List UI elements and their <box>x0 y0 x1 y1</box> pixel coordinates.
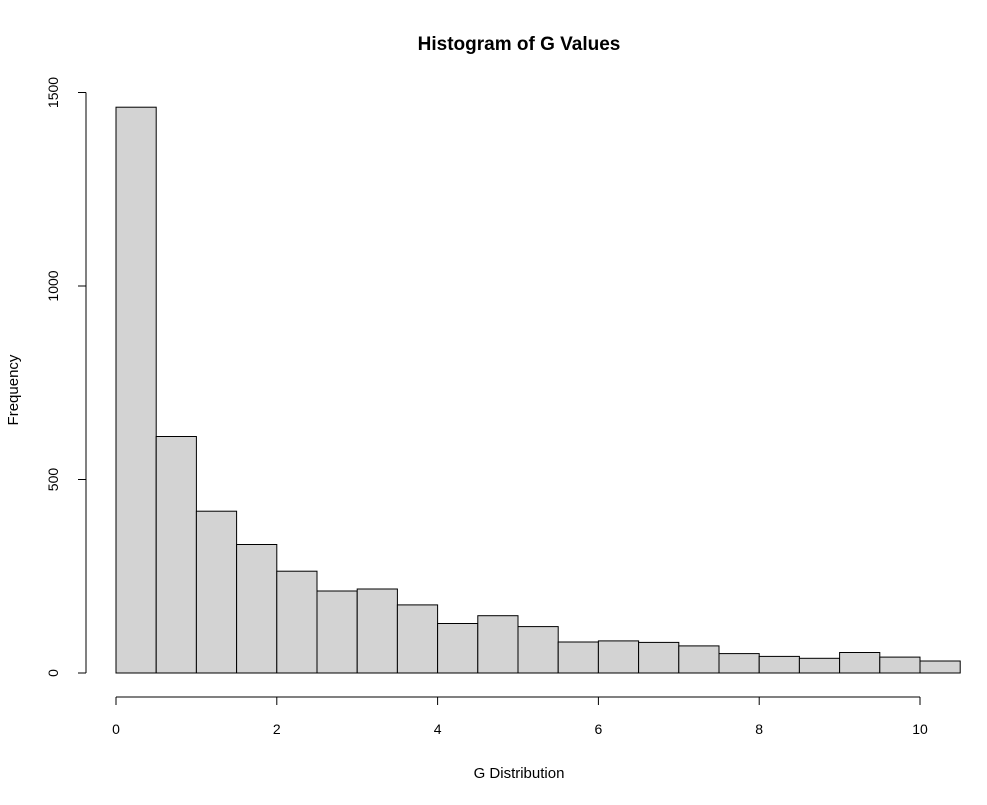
histogram-bar <box>517 626 559 674</box>
histogram-bar <box>155 436 197 674</box>
y-axis-label: Frequency <box>5 354 22 425</box>
y-tick-label: 1500 <box>45 77 61 108</box>
x-tick-label: 2 <box>273 721 281 737</box>
histogram-bar <box>597 640 640 674</box>
histogram-bar <box>879 656 921 674</box>
histogram-bar <box>276 570 318 674</box>
y-tick-label: 500 <box>45 468 61 492</box>
x-axis-label: G Distribution <box>474 765 565 782</box>
histogram-bar <box>839 652 881 674</box>
histogram-bar <box>115 106 157 674</box>
histogram-bar <box>758 655 800 674</box>
x-tick-label: 10 <box>912 721 928 737</box>
histogram-bar <box>437 623 479 674</box>
histogram-bar <box>236 544 278 674</box>
x-tick-label: 8 <box>755 721 763 737</box>
histogram-bar <box>919 660 961 674</box>
x-tick-label: 6 <box>595 721 603 737</box>
histogram-bar <box>718 653 760 674</box>
histogram-bar <box>396 604 439 674</box>
histogram-bar <box>638 641 680 674</box>
y-axis: 0 500 1000 1500 <box>45 77 87 677</box>
x-axis: 0 2 4 6 8 10 <box>112 696 928 737</box>
histogram-bar <box>557 641 599 674</box>
bars-group <box>115 106 961 674</box>
chart-title: Histogram of G Values <box>418 34 621 55</box>
histogram-bar <box>195 510 238 674</box>
x-tick-label: 0 <box>112 721 120 737</box>
histogram-bar <box>678 645 720 674</box>
histogram-bar <box>798 657 841 674</box>
y-tick-label: 0 <box>45 669 61 677</box>
histogram-bar <box>477 615 519 674</box>
y-tick-label: 1000 <box>45 270 61 301</box>
x-tick-label: 4 <box>434 721 442 737</box>
histogram-bar <box>316 590 358 674</box>
histogram-bar <box>356 588 398 674</box>
